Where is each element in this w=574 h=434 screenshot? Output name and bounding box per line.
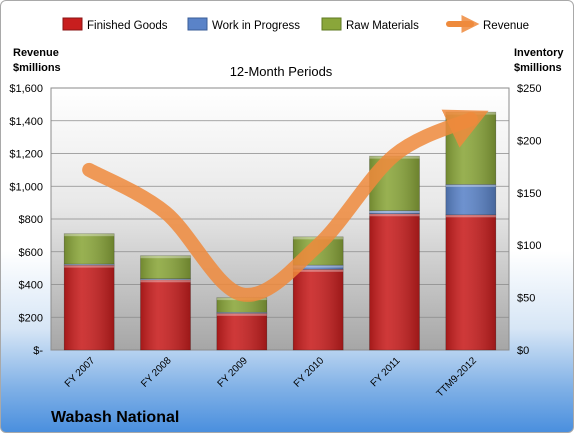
revenue-point [88, 169, 90, 171]
bar-cap [445, 214, 496, 218]
legend-label-revenue: Revenue [483, 20, 529, 32]
bar-shine [140, 278, 191, 280]
revenue-point [317, 244, 319, 246]
bar-shine [216, 312, 267, 314]
left-axis-title-line1: Revenue [13, 47, 59, 59]
left-tick-label: $400 [19, 280, 43, 292]
left-tick-label: $1,200 [9, 149, 43, 161]
legend-label-work-in-progress: Work in Progress [212, 20, 300, 32]
right-axis-ticks: $0 $50 $100 $150 $200 $250 [517, 83, 541, 357]
revenue-line [82, 109, 489, 302]
x-tick-label: TTM9-2012 [435, 355, 480, 400]
left-tick-label: $800 [19, 214, 43, 226]
bar-shine [445, 214, 496, 350]
x-tick-label: FY 2008 [139, 355, 174, 390]
right-tick-label: $200 [517, 135, 541, 147]
legend-swatch-raw-materials [321, 17, 342, 31]
bar-cap [64, 264, 115, 266]
right-axis-title-line1: Inventory [514, 47, 564, 59]
bar-shine [369, 210, 420, 214]
legend-swatch-work-in-progress [187, 17, 208, 31]
left-tick-label: $- [33, 345, 43, 357]
right-axis-title-line2: $millions [514, 62, 562, 74]
legend-swatch-finished-goods [62, 17, 83, 31]
bar-cap [216, 313, 267, 316]
bar-cap [216, 312, 267, 314]
left-tick-label: $1,000 [9, 181, 43, 193]
bar-shine [369, 213, 420, 350]
bar-cap [140, 278, 191, 280]
bar-shine [140, 279, 191, 350]
legend-label-finished-goods: Finished Goods [87, 20, 168, 32]
x-tick-label: FY 2011 [369, 355, 403, 389]
bar-cap [293, 269, 344, 272]
bar-shine [293, 265, 344, 270]
right-tick-label: $250 [517, 83, 541, 95]
left-tick-label: $1,400 [9, 116, 43, 128]
revenue-line-path [82, 109, 489, 302]
right-tick-label: $0 [517, 345, 529, 357]
bar-shine [64, 265, 115, 350]
revenue-point [241, 293, 243, 295]
bar-shine [140, 255, 191, 279]
legend: Finished Goods Work in Progress Raw Mate… [62, 15, 529, 33]
x-tick-label: FY 2010 [292, 355, 327, 390]
revenue-point [470, 118, 472, 120]
bar-shine [445, 184, 496, 215]
x-axis-ticks: FY 2007 FY 2008 FY 2009 FY 2010 FY 2011 TTM9-… [63, 355, 479, 400]
bar-shine [293, 269, 344, 350]
legend-label-raw-materials: Raw Materials [346, 20, 419, 32]
company-name: Wabash National [51, 409, 179, 426]
bar-cap [445, 184, 496, 187]
bar-cap [140, 255, 191, 259]
left-tick-label: $1,600 [9, 83, 43, 95]
bar-cap [64, 233, 115, 237]
chart-subtitle: 12-Month Periods [230, 64, 333, 79]
bar-cap [64, 265, 115, 268]
revenue-point [394, 154, 396, 156]
left-tick-label: $200 [19, 312, 43, 324]
right-tick-label: $100 [517, 240, 541, 252]
bar-shine [64, 233, 115, 265]
bar-shine [64, 264, 115, 266]
left-axis-ticks: $- $200 $400 $600 $800 $1,000 $1,200 $1,400 $1,6… [9, 83, 43, 357]
bar-cap [293, 265, 344, 268]
right-tick-label: $50 [517, 293, 535, 305]
x-tick-label: FY 2009 [216, 355, 251, 390]
bar-shine [216, 313, 267, 350]
left-axis-title-line2: $millions [13, 62, 61, 74]
revenue-point [165, 211, 167, 213]
bar-cap [369, 210, 420, 214]
right-tick-label: $150 [517, 188, 541, 200]
grid-lines [51, 87, 509, 318]
bar-cap [369, 213, 420, 217]
bar-cap [140, 279, 191, 283]
x-tick-label: FY 2007 [63, 355, 98, 390]
left-tick-label: $600 [19, 247, 43, 259]
